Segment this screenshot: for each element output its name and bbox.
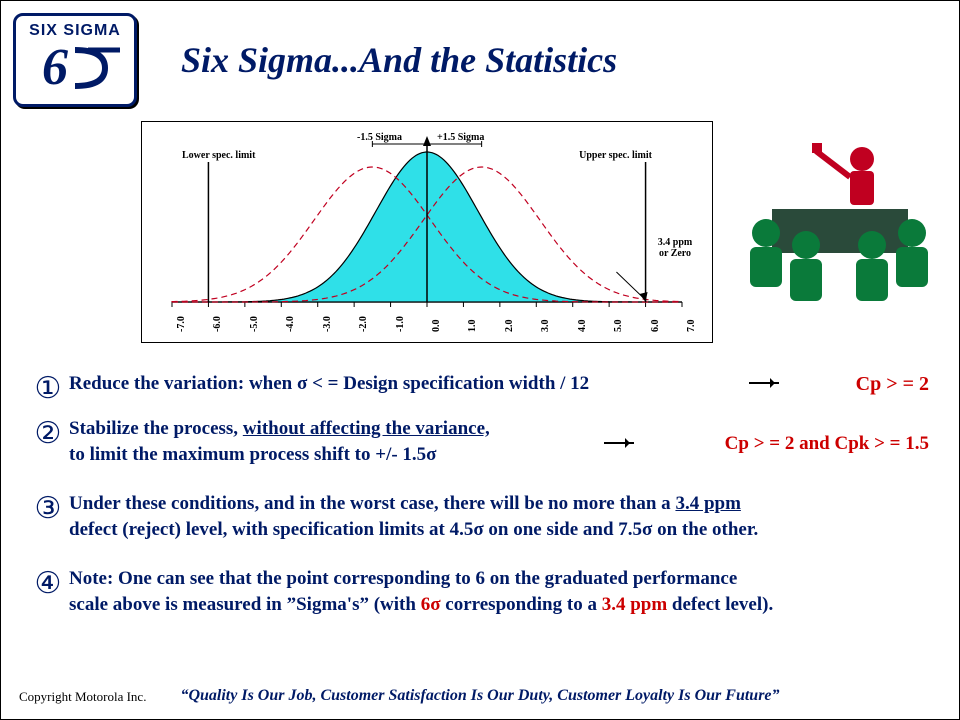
- cp-formula-1: Cp > = 2: [856, 373, 929, 396]
- sigma-glyph-icon: 6: [20, 40, 130, 92]
- pos-sigma-label: +1.5 Sigma: [437, 132, 484, 143]
- row-1: ① Reduce the variation: when σ < = Desig…: [31, 371, 934, 406]
- cp-formula-2: Cp > = 2 and Cpk > = 1.5: [725, 433, 929, 455]
- bullet-1-icon: ①: [31, 371, 65, 406]
- six-sigma-logo: SIX SIGMA 6: [13, 13, 137, 107]
- bullet-2-icon: ②: [31, 416, 65, 451]
- usl-label: Upper spec. limit: [579, 150, 652, 161]
- neg-sigma-label: -1.5 Sigma: [357, 132, 402, 143]
- arrow-icon: [604, 442, 634, 444]
- row-4: ④ Note: One can see that the point corre…: [31, 566, 934, 617]
- bullet-3-icon: ③: [31, 491, 65, 526]
- row1-text: Reduce the variation: when σ < = Design …: [69, 371, 589, 397]
- svg-text:6: 6: [42, 40, 68, 92]
- page-title: Six Sigma...And the Statistics: [181, 39, 617, 81]
- logo-text: SIX SIGMA: [16, 22, 134, 40]
- slide: SIX SIGMA 6 Six Sigma...And the Statisti…: [0, 0, 960, 720]
- ppm-label: 3.4 ppmor Zero: [650, 237, 700, 259]
- bullet-4-icon: ④: [31, 566, 65, 601]
- tagline: “Quality Is Our Job, Customer Satisfacti…: [1, 687, 959, 705]
- ppm-text: 3.4 ppmor Zero: [658, 237, 692, 259]
- presenter-icon: [744, 141, 934, 321]
- row-3: ③ Under these conditions, and in the wor…: [31, 491, 934, 542]
- row2-text: Stabilize the process, without affecting…: [69, 416, 490, 467]
- row3-text: Under these conditions, and in the worst…: [69, 491, 758, 542]
- arrow-icon: [749, 382, 779, 384]
- distribution-chart: Lower spec. limit Upper spec. limit -1.5…: [141, 121, 713, 343]
- lsl-label: Lower spec. limit: [182, 150, 255, 161]
- row4-text: Note: One can see that the point corresp…: [69, 566, 773, 617]
